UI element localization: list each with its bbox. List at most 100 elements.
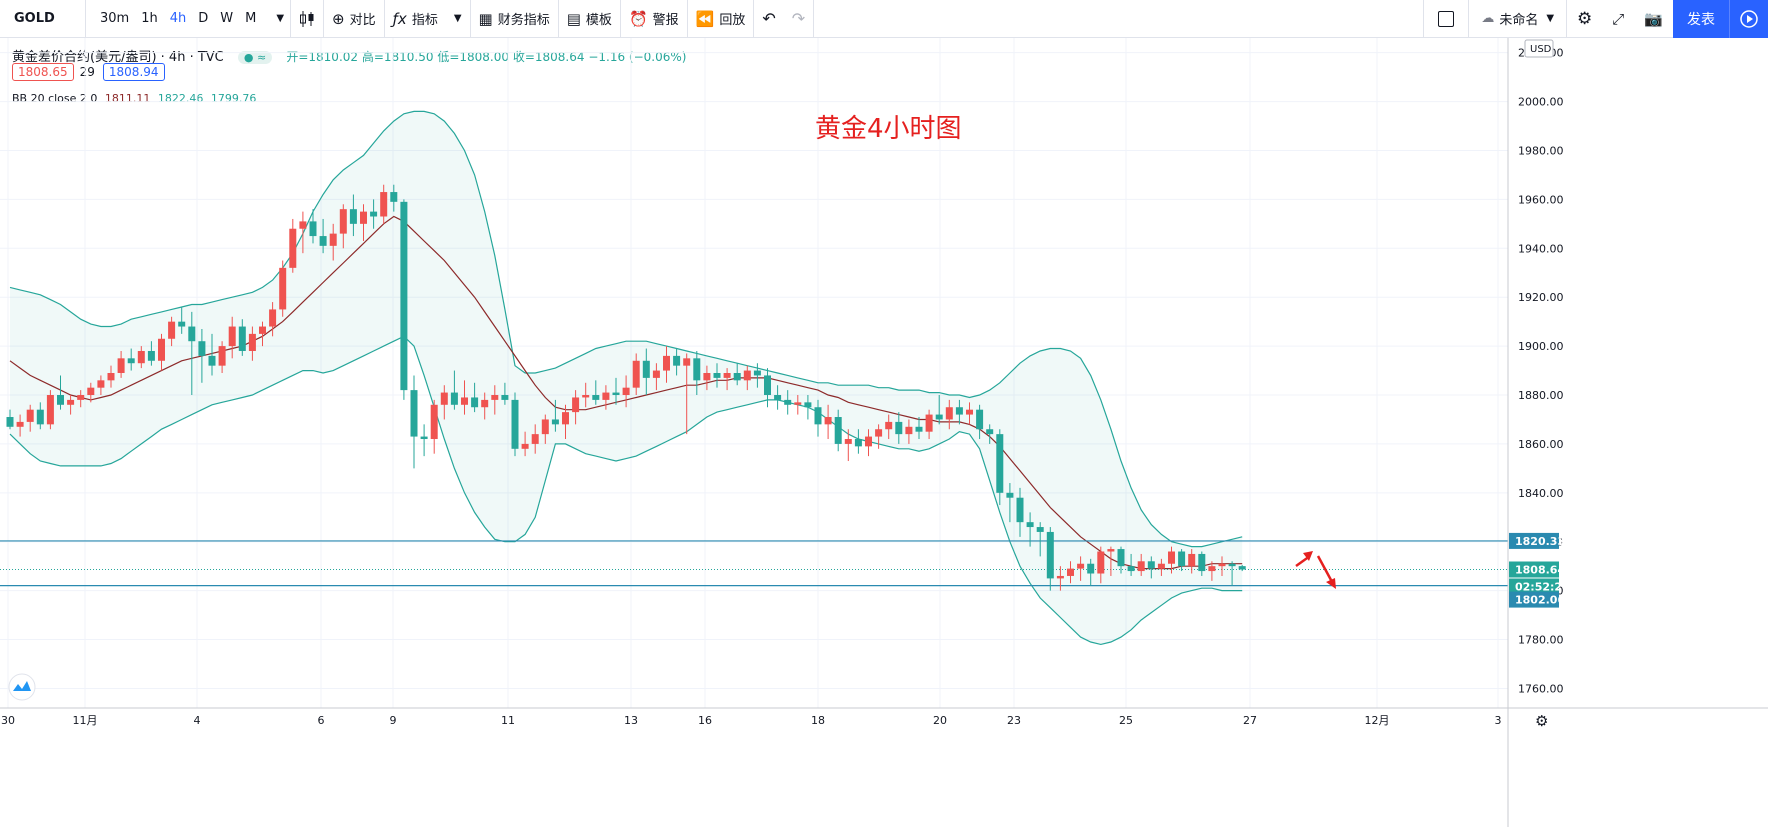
series-title[interactable]: 黄金差价合约(美元/盎司) · 4h · TVC — [12, 50, 224, 65]
settings-button[interactable]: ⚙ — [1567, 0, 1602, 38]
replay-button[interactable]: ⏪ 回放 — [688, 0, 754, 38]
candle-body — [834, 417, 842, 444]
bid-ask-row: 1808.65 29 1808.94 — [12, 63, 171, 81]
interval-W[interactable]: W — [220, 11, 234, 26]
candle — [905, 419, 913, 444]
candle — [279, 260, 287, 317]
price-tick-label: 1760.00 — [1518, 682, 1564, 695]
ask-price[interactable]: 1808.94 — [102, 63, 165, 81]
undo-button[interactable]: ↶ — [754, 0, 783, 38]
fullscreen-button[interactable]: ⤢ — [1602, 0, 1634, 38]
market-status-badge[interactable]: ● ≈ — [237, 51, 273, 64]
candle — [218, 341, 226, 373]
indicators-button[interactable]: ƒx 指标 ▼ — [385, 0, 470, 38]
candle-body — [400, 201, 408, 391]
templates-button[interactable]: ▤ 模板 — [559, 0, 620, 38]
financials-button[interactable]: ▦ 财务指标 — [471, 0, 558, 38]
alert-button[interactable]: ⏰ 警报 — [621, 0, 687, 38]
candle-body — [430, 404, 438, 440]
chart-style-button[interactable] — [291, 0, 323, 38]
candle — [764, 368, 771, 408]
bid-price[interactable]: 1808.65 — [12, 63, 74, 81]
axis-settings-gear-icon[interactable]: ⚙ — [1535, 712, 1548, 730]
hline-price-tag: 1802.06 — [1515, 594, 1565, 607]
candle-body — [743, 370, 751, 381]
candle-body — [36, 409, 44, 425]
forecast-down-arrow[interactable] — [1316, 555, 1333, 581]
candle-body — [733, 373, 741, 381]
interval-4h[interactable]: 4h — [169, 11, 187, 26]
candle-body — [541, 419, 549, 435]
candle — [541, 414, 549, 444]
interval-D[interactable]: D — [198, 11, 209, 26]
candle-body — [117, 358, 125, 373]
candle — [996, 429, 1004, 506]
candle-body — [865, 436, 872, 447]
candle-body — [26, 409, 34, 422]
candle — [774, 385, 782, 410]
candle — [794, 395, 802, 415]
candle — [915, 417, 923, 440]
candle-body — [966, 409, 973, 415]
toolbar-right: ☁ 未命名 ▼ ⚙ ⤢ 📷 发表 — [1423, 0, 1768, 38]
candle-body — [279, 267, 287, 310]
candle — [572, 390, 580, 425]
snapshot-button[interactable]: 📷 — [1634, 0, 1673, 38]
interval-dropdown-icon[interactable]: ▼ — [276, 13, 285, 24]
candle — [602, 385, 610, 410]
tradingview-logo-icon[interactable] — [8, 673, 36, 701]
compare-button[interactable]: ⊕ 对比 — [324, 0, 384, 38]
candle — [208, 333, 216, 376]
candle — [1178, 549, 1186, 572]
candle-body — [87, 387, 95, 396]
candle — [955, 399, 963, 425]
candle-body — [329, 233, 337, 246]
candle — [723, 368, 731, 391]
candle — [319, 218, 327, 254]
redo-button[interactable]: ↷ — [784, 0, 813, 38]
replay-play-button[interactable] — [1729, 0, 1768, 38]
square-icon — [1438, 10, 1455, 27]
candle-body — [1087, 563, 1095, 574]
toolbar-divider — [290, 0, 292, 38]
candle — [370, 199, 378, 229]
price-tick-label: 1960.00 — [1518, 193, 1564, 206]
currency-badge[interactable] — [1524, 39, 1554, 58]
interval-30m[interactable]: 30m — [100, 11, 130, 26]
publish-button[interactable]: 发表 — [1673, 0, 1729, 38]
candle — [834, 409, 842, 452]
candle-body — [1188, 553, 1196, 567]
candle — [77, 390, 85, 408]
candle-body — [269, 309, 277, 327]
chart-annotation[interactable]: 黄金4小时图 — [815, 114, 962, 144]
candle-body — [1168, 551, 1175, 564]
bar-chart-icon: ▦ — [478, 9, 493, 28]
annotations[interactable]: 黄金4小时图 — [8, 114, 1336, 701]
candle — [1198, 551, 1206, 576]
candle — [1067, 561, 1074, 584]
candle-body — [582, 395, 590, 398]
horizontal-lines[interactable] — [0, 540, 1508, 587]
candle — [1006, 483, 1014, 523]
candle — [713, 363, 721, 388]
candle — [733, 363, 741, 386]
candle-body — [339, 209, 347, 234]
candle — [642, 348, 650, 396]
candle — [1137, 553, 1145, 576]
candle-body — [319, 236, 327, 246]
interval-1h[interactable]: 1h — [141, 11, 158, 26]
symbol-search[interactable]: GOLD — [14, 11, 55, 26]
layout-name-button[interactable]: ☁ 未命名 ▼ — [1469, 0, 1566, 38]
candle — [97, 375, 105, 396]
fullscreen-layout-button[interactable] — [1424, 0, 1468, 38]
interval-M[interactable]: M — [245, 11, 257, 26]
candle-body — [531, 434, 539, 444]
candle — [1228, 561, 1236, 586]
candle — [1077, 556, 1085, 581]
candle-body — [46, 395, 54, 425]
candle-body — [450, 392, 458, 405]
time-tick-label: 20 — [933, 714, 947, 727]
candle — [925, 409, 933, 440]
candle-body — [1228, 563, 1236, 567]
